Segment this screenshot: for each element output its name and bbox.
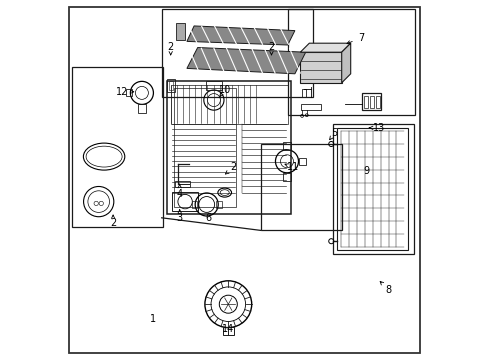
Text: 12: 12 [116, 87, 128, 97]
Text: 10: 10 [218, 85, 230, 95]
Bar [175, 181, 189, 187]
Bar [300, 52, 341, 83]
Bar [191, 201, 197, 208]
Text: 13: 13 [373, 123, 385, 133]
Text: 2: 2 [167, 42, 173, 52]
Bar [162, 9, 312, 97]
Bar [302, 89, 306, 97]
Bar [216, 201, 222, 208]
Text: 5: 5 [331, 128, 337, 138]
Text: 2: 2 [230, 162, 236, 172]
Bar [172, 192, 197, 211]
Polygon shape [186, 48, 305, 74]
Text: 3: 3 [176, 213, 183, 223]
Text: 4: 4 [176, 189, 183, 199]
Text: 7: 7 [358, 33, 364, 43]
Bar [167, 81, 291, 214]
Text: 9: 9 [363, 166, 369, 176]
Bar [72, 67, 163, 227]
Polygon shape [341, 43, 350, 83]
Bar [282, 142, 291, 150]
Bar [168, 81, 173, 90]
Bar [287, 9, 415, 115]
Text: 1: 1 [149, 314, 156, 324]
Bar [125, 89, 132, 96]
Polygon shape [300, 43, 350, 52]
Text: 8: 8 [385, 285, 391, 295]
Bar [282, 173, 291, 181]
Bar [170, 85, 287, 124]
Bar [174, 88, 236, 207]
Text: 6: 6 [205, 213, 211, 223]
Bar [176, 23, 185, 40]
Bar [260, 144, 341, 230]
Bar [223, 327, 233, 335]
Bar [298, 158, 306, 165]
Polygon shape [186, 26, 294, 45]
Bar [205, 81, 222, 90]
Bar [361, 93, 381, 110]
Bar [337, 128, 407, 250]
Bar [375, 96, 379, 108]
Bar [332, 124, 413, 254]
Bar [363, 96, 367, 108]
Text: 11: 11 [286, 162, 299, 172]
Bar [137, 104, 146, 113]
Bar [369, 96, 373, 108]
Bar [167, 79, 175, 92]
Bar [301, 104, 321, 110]
Text: 2: 2 [110, 218, 116, 228]
Text: 2: 2 [268, 42, 274, 52]
Text: 14: 14 [222, 324, 234, 334]
